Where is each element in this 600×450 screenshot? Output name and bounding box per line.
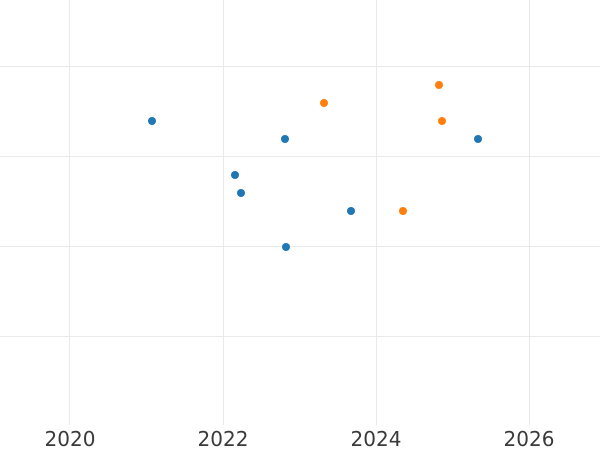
blue-series-point — [280, 134, 289, 143]
blue-series-point — [473, 134, 482, 143]
x-tick-label: 2020 — [44, 427, 96, 450]
x-gridline — [69, 0, 71, 425]
blue-series-point — [237, 188, 246, 197]
x-gridline — [222, 0, 224, 425]
orange-series-point — [319, 98, 328, 107]
y-gridline — [0, 66, 600, 68]
orange-series-point — [398, 206, 407, 215]
y-gridline — [0, 336, 600, 338]
x-tick-label: 2024 — [350, 427, 402, 450]
y-gridline — [0, 156, 600, 158]
plot-area — [0, 0, 600, 425]
x-gridline — [375, 0, 377, 425]
x-tick-label: 2022 — [197, 427, 249, 450]
blue-series-point — [281, 242, 290, 251]
x-gridline — [528, 0, 530, 425]
x-tick-label: 2026 — [503, 427, 555, 450]
blue-series-point — [147, 116, 156, 125]
blue-series-point — [231, 170, 240, 179]
orange-series-point — [437, 116, 446, 125]
orange-series-point — [434, 80, 443, 89]
blue-series-point — [346, 206, 355, 215]
y-gridline — [0, 246, 600, 248]
